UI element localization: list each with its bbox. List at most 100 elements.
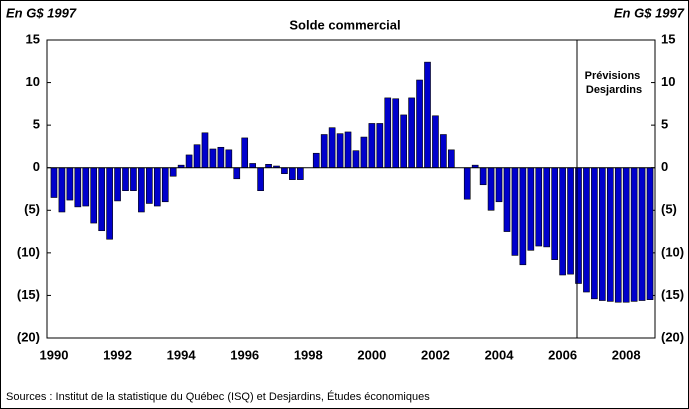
bar (146, 167, 153, 204)
bar (535, 167, 543, 247)
bar (360, 136, 368, 169)
bar (583, 167, 590, 293)
y2-tick-label: 15 (661, 31, 675, 46)
x-tick-label: 2006 (548, 347, 577, 362)
bar (519, 167, 527, 266)
annotation-line: Prévisions (585, 70, 641, 82)
bar (185, 154, 193, 169)
bar (217, 146, 225, 169)
bar (551, 167, 558, 260)
bar (312, 152, 320, 169)
bar (241, 137, 249, 169)
bar (297, 167, 304, 180)
bar (58, 167, 66, 213)
bar (440, 134, 447, 169)
y-tick-label: (10) (17, 244, 40, 259)
y-axis-label: En G$ 1997 (6, 5, 77, 20)
bar (201, 132, 209, 169)
y2-tick-label: 10 (661, 74, 675, 89)
bar (424, 61, 431, 169)
y-tick-label: 10 (26, 74, 40, 89)
bar (161, 167, 169, 203)
bar (225, 149, 233, 169)
y2-tick-label: 5 (661, 117, 668, 132)
y2-tick-label: (15) (661, 287, 684, 302)
bar (408, 97, 415, 169)
y-tick-label: (20) (17, 329, 40, 344)
bar (638, 167, 646, 301)
bar (74, 167, 82, 208)
bar (606, 167, 614, 302)
bar (193, 144, 201, 169)
bar (352, 150, 360, 169)
x-tick-label: 1992 (103, 347, 132, 362)
y-tick-label: 5 (33, 117, 40, 132)
plot-border (46, 39, 656, 339)
bar (368, 123, 376, 169)
bar (265, 164, 272, 169)
bar (416, 79, 423, 169)
bar (392, 98, 400, 169)
bar (281, 167, 288, 174)
bar (138, 167, 145, 213)
bar (559, 167, 566, 276)
bar (487, 167, 495, 211)
bar (122, 167, 129, 192)
bar (106, 167, 113, 240)
x-tick-label: 2002 (421, 347, 450, 362)
source: Sources : Institut de la statistique du … (6, 390, 430, 403)
x-tick-label: 2008 (612, 347, 641, 362)
bar (527, 167, 535, 251)
y2-tick-label: (20) (661, 329, 684, 344)
bar (289, 167, 296, 180)
bar (50, 167, 58, 198)
bar (599, 167, 606, 301)
bar (384, 97, 392, 169)
bar (630, 167, 638, 302)
y2-axis-label: En G$ 1997 (614, 5, 685, 20)
bar (344, 131, 352, 169)
bar (257, 167, 264, 192)
bar (320, 134, 328, 169)
bar (622, 167, 630, 303)
bar (130, 167, 137, 192)
bar (153, 167, 161, 207)
bar (336, 133, 344, 169)
bar (448, 149, 455, 169)
bar (114, 167, 121, 202)
bar (543, 167, 551, 248)
bar (66, 167, 74, 201)
bar (98, 167, 105, 232)
bar (591, 167, 598, 300)
bar (463, 167, 471, 200)
bar (328, 127, 336, 169)
x-tick-label: 1996 (230, 347, 259, 362)
y-tick-label: (5) (24, 202, 40, 217)
bar (233, 167, 241, 180)
bar (646, 167, 654, 300)
bar (575, 167, 582, 284)
x-tick-label: 2004 (485, 347, 515, 362)
y-tick-label: 15 (26, 31, 40, 46)
x-tick-label: 2000 (357, 347, 386, 362)
bar (432, 115, 439, 169)
bar (90, 167, 98, 224)
bar (169, 167, 177, 177)
bar (503, 167, 511, 232)
chart-title: Solde commercial (289, 17, 400, 32)
bar (376, 123, 384, 169)
y-tick-label: 0 (33, 159, 40, 174)
bar (209, 148, 217, 169)
x-tick-label: 1998 (294, 347, 323, 362)
y2-tick-label: (5) (661, 202, 677, 217)
bar (249, 163, 256, 169)
bar (82, 167, 90, 207)
bar (495, 167, 503, 203)
x-tick-label: 1990 (40, 347, 69, 362)
annotation-line: Desjardins (586, 84, 642, 96)
bar (614, 167, 622, 303)
bar (400, 114, 407, 169)
y2-tick-label: (10) (661, 244, 684, 259)
y2-tick-label: 0 (661, 159, 668, 174)
